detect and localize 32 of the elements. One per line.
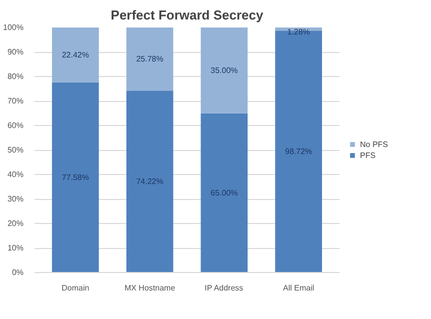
y-tick-label: 60% [7,121,24,130]
bar [126,28,174,91]
legend-label: PFS [360,150,377,160]
y-tick-label: 80% [7,72,24,81]
y-tick-label: 90% [7,48,24,56]
bar [52,28,99,82]
bar [126,90,174,272]
data-label: 98.72% [285,147,312,156]
bar [275,30,322,272]
y-tick-label: 100% [3,23,24,32]
data-label: 25.78% [136,54,164,64]
x-tick-label: All Email [283,284,314,292]
x-tick-label: MX Hostname [124,284,176,292]
y-tick-label: 40% [7,170,24,179]
data-label: 77.58% [62,172,89,182]
bar [200,28,248,114]
data-label: 74.22% [136,177,164,186]
bar [52,82,99,272]
data-label: 65.00% [210,188,238,198]
bar [200,113,248,272]
y-tick-label: 50% [7,146,24,154]
data-label: 35.00% [210,66,238,75]
x-tick-label: Domain [62,284,90,292]
y-tick-label: 0% [12,268,24,277]
data-label: 22.42% [62,50,89,60]
legend-label: No PFS [360,140,388,148]
chart-title: Perfect Forward Secrecy [110,8,264,22]
y-tick-label: 70% [7,96,24,106]
y-tick-label: 10% [7,244,24,252]
y-tick-label: 20% [7,219,24,228]
x-tick-label: IP Address [204,284,244,292]
y-tick-label: 30% [7,194,24,204]
